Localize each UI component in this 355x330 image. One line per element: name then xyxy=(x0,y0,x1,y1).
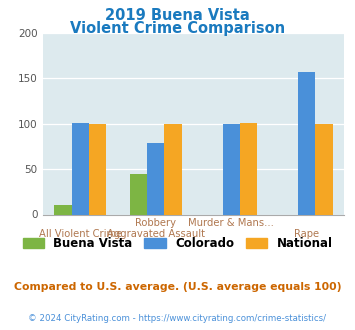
Text: All Violent Crime: All Violent Crime xyxy=(39,229,122,239)
Bar xyxy=(240,123,257,214)
Bar xyxy=(89,124,106,214)
Bar xyxy=(315,124,333,214)
Legend: Buena Vista, Colorado, National: Buena Vista, Colorado, National xyxy=(18,232,337,255)
Text: Murder & Mans...: Murder & Mans... xyxy=(188,218,274,228)
Bar xyxy=(72,123,89,214)
Text: Violent Crime Comparison: Violent Crime Comparison xyxy=(70,21,285,36)
Text: Aggravated Assault: Aggravated Assault xyxy=(107,229,205,239)
Bar xyxy=(147,143,164,214)
Bar xyxy=(223,124,240,214)
Text: Compared to U.S. average. (U.S. average equals 100): Compared to U.S. average. (U.S. average … xyxy=(14,282,341,292)
Bar xyxy=(298,72,315,215)
Text: 2019 Buena Vista: 2019 Buena Vista xyxy=(105,8,250,23)
Bar xyxy=(164,124,182,214)
Bar xyxy=(54,205,72,214)
Text: © 2024 CityRating.com - https://www.cityrating.com/crime-statistics/: © 2024 CityRating.com - https://www.city… xyxy=(28,314,327,323)
Text: Rape: Rape xyxy=(294,229,319,239)
Bar xyxy=(130,174,147,214)
Text: Robbery: Robbery xyxy=(135,218,176,228)
